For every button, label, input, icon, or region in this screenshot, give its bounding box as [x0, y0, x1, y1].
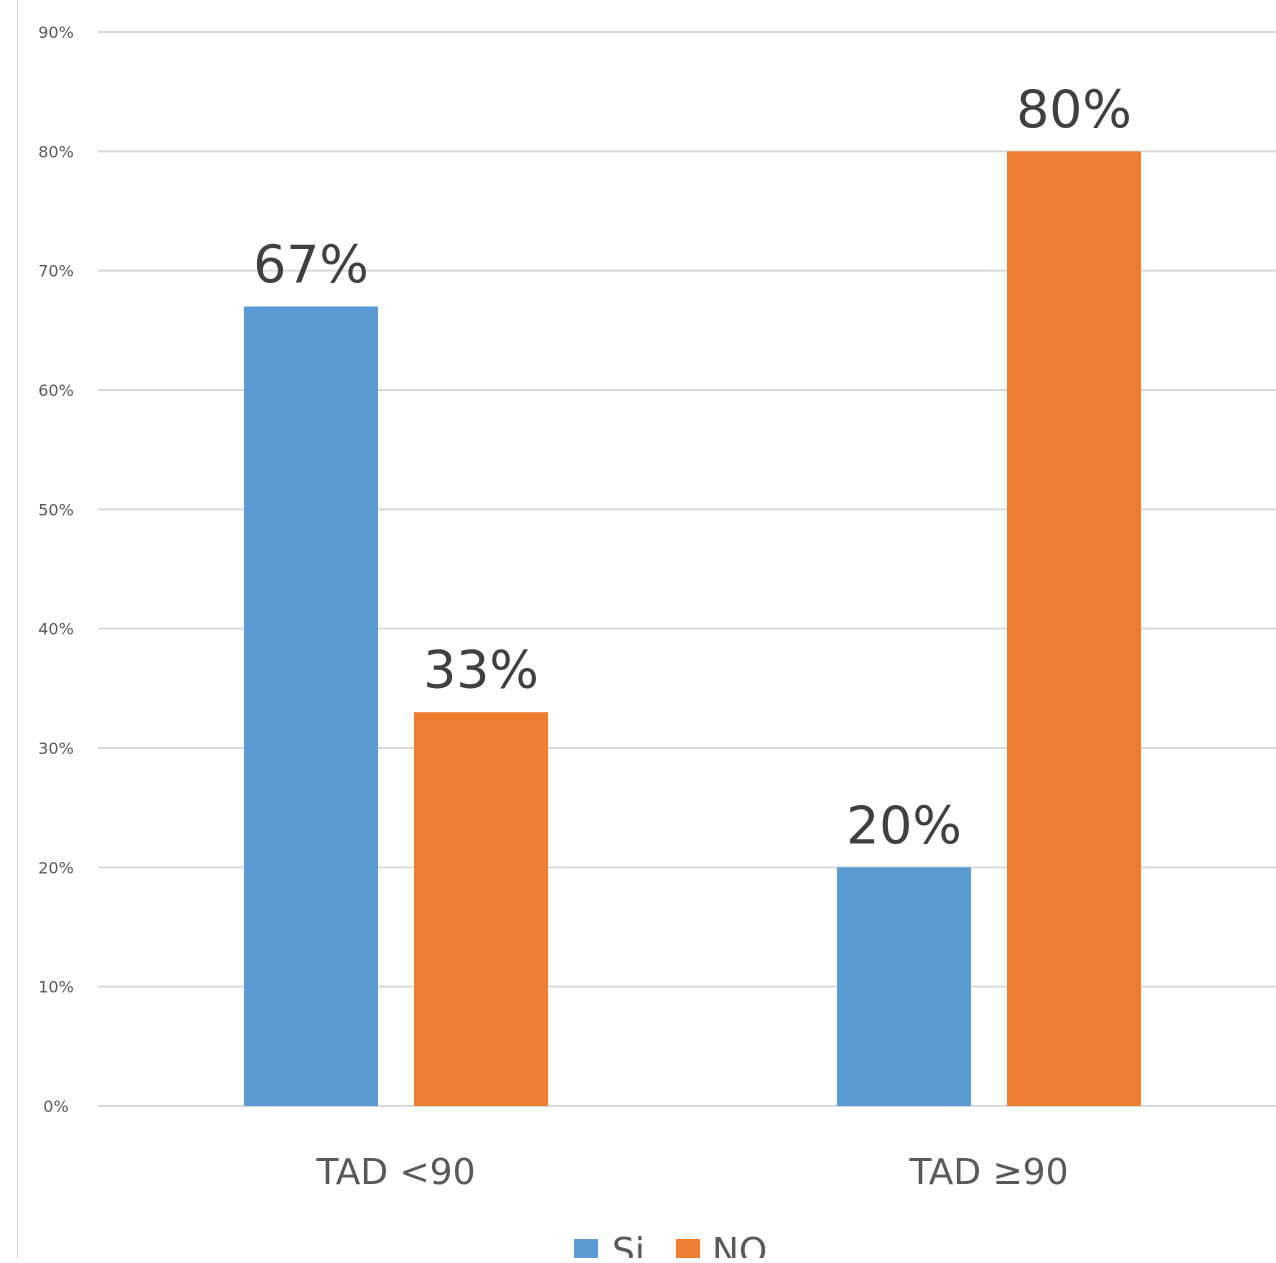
- data-label: 33%: [423, 641, 539, 701]
- bar: [1007, 151, 1141, 1107]
- y-tick-label: 90%: [38, 23, 74, 42]
- data-label: 20%: [846, 796, 962, 856]
- y-tick-label: 70%: [38, 262, 74, 281]
- y-tick-label: 50%: [38, 500, 74, 519]
- y-tick-label: 10%: [38, 978, 74, 997]
- y-tick-label: 30%: [38, 739, 74, 758]
- y-tick-label: 60%: [38, 381, 74, 400]
- bar: [244, 306, 378, 1106]
- legend-label: NO: [712, 1231, 767, 1258]
- legend-swatch: [574, 1239, 598, 1263]
- legend-swatch: [676, 1239, 700, 1263]
- y-tick-label: 20%: [38, 858, 74, 877]
- chart-left-border: [17, 0, 18, 1258]
- y-tick-label: 80%: [38, 142, 74, 161]
- bar: [837, 867, 971, 1106]
- x-tick-label: TAD <90: [316, 1152, 476, 1193]
- legend-label: Si: [612, 1231, 645, 1258]
- x-tick-label: TAD ≥90: [909, 1152, 1069, 1193]
- y-tick-label: 40%: [38, 620, 74, 639]
- data-label: 80%: [1016, 80, 1132, 140]
- data-label: 67%: [253, 235, 369, 295]
- bar: [414, 712, 548, 1106]
- y-tick-label: 0%: [43, 1097, 68, 1116]
